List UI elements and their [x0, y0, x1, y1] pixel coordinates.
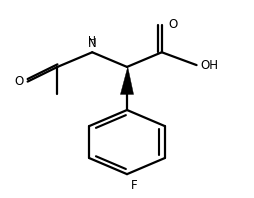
- Text: N: N: [88, 37, 97, 50]
- Text: H: H: [88, 36, 96, 46]
- Text: O: O: [168, 18, 177, 31]
- Text: O: O: [14, 75, 23, 88]
- Text: F: F: [131, 179, 137, 192]
- Polygon shape: [120, 67, 134, 94]
- Text: OH: OH: [200, 59, 218, 72]
